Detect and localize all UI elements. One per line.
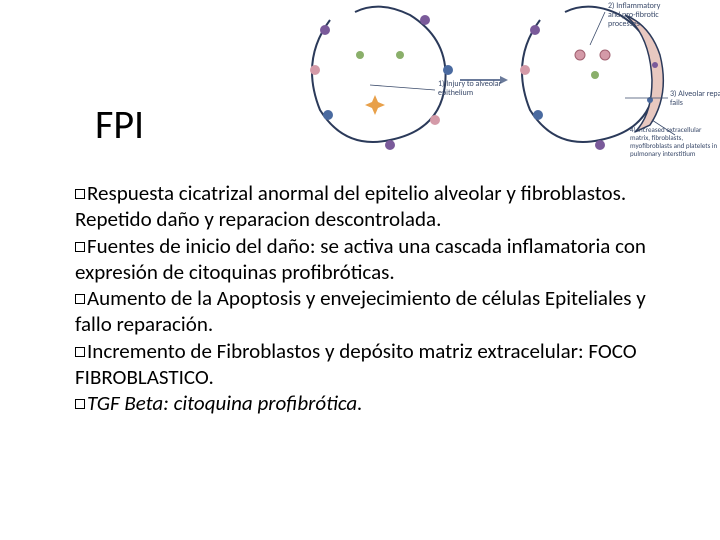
slide-title: FPI — [95, 100, 144, 149]
bullet-item: Aumento de la Apoptosis y envejecimiento… — [75, 285, 685, 338]
bullet-text: Respuesta cicatrizal anormal del epiteli… — [75, 180, 626, 232]
bullet-item: Respuesta cicatrizal anormal del epiteli… — [75, 180, 685, 233]
bullet-text: TGF Beta: citoquina profibrótica. — [87, 390, 363, 416]
diagram-label-1: 1) Injury to alveolar epithelium — [438, 79, 503, 98]
bullet-marker-icon — [75, 242, 85, 252]
bullet-item: TGF Beta: citoquina profibrótica. — [75, 390, 685, 416]
bullet-text: Aumento de la Apoptosis y envejecimiento… — [75, 285, 646, 337]
bullet-item: Fuentes de inicio del daño: se activa un… — [75, 233, 685, 286]
diagram-label-2: 2) Inflammatory and pro-fibrotic process… — [608, 1, 662, 29]
bullet-marker-icon — [75, 347, 85, 357]
alveolar-diagram: 1) Injury to alveolar epithelium 2) Infl… — [290, 0, 720, 165]
diagram-label-4: 4) Increased extracellular matrix, fibro… — [630, 125, 719, 158]
alveolus-left — [310, 7, 453, 150]
bullet-text: Fuentes de inicio del daño: se activa un… — [75, 233, 646, 285]
bullet-marker-icon — [75, 399, 85, 409]
bullet-text: Incremento de Fibroblastos y depósito ma… — [75, 338, 637, 390]
bullet-item: Incremento de Fibroblastos y depósito ma… — [75, 338, 685, 391]
diagram-label-3: 3) Alveolar repair fails — [670, 89, 720, 108]
bullet-marker-icon — [75, 189, 85, 199]
bullet-marker-icon — [75, 294, 85, 304]
content-body: Respuesta cicatrizal anormal del epiteli… — [75, 180, 685, 416]
